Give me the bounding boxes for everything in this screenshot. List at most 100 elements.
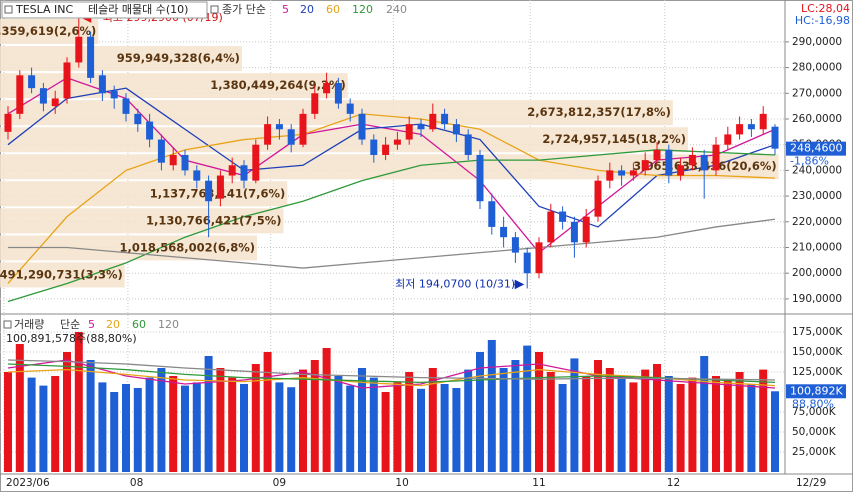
- y-tick-label: 290,0000: [792, 36, 842, 48]
- profile-label: 386,359,619(2,6%): [0, 24, 96, 38]
- candle-body: [193, 170, 201, 181]
- profile-bar: [0, 208, 284, 234]
- profile-label: 2,724,957,145(18,2%): [542, 132, 686, 146]
- candle-body: [346, 103, 354, 114]
- ma-line: [7, 359, 776, 381]
- price-tag: [786, 141, 846, 156]
- candle-body: [157, 139, 165, 163]
- candle-body: [169, 154, 177, 166]
- volume-tag-label: 100,892K: [790, 384, 843, 397]
- volume-bar: [582, 376, 591, 472]
- candle-body: [452, 124, 460, 135]
- volume-ma-label: 단순: [60, 318, 80, 331]
- candle-body: [523, 252, 531, 274]
- profile-label: 1,130,766,421(7,5%): [146, 213, 282, 227]
- y-tick-label: 50,000K: [792, 426, 837, 438]
- candle-body: [771, 126, 779, 149]
- volume-bar: [605, 368, 614, 472]
- volume-bar: [735, 372, 744, 472]
- candle-body: [747, 124, 755, 130]
- volume-bar: [747, 384, 756, 472]
- candle-body: [393, 139, 401, 145]
- profile-label: 491,290,731(3,3%): [0, 267, 123, 281]
- low-label: 최저 194,0700 (10/31): [395, 277, 515, 290]
- legend-marker: [3, 320, 12, 329]
- chart-title: TESLA INC: [15, 3, 74, 16]
- profile-bar: [0, 262, 125, 288]
- candle-body: [216, 175, 224, 199]
- volume-bar: [51, 376, 60, 472]
- volume-bar: [653, 364, 661, 472]
- candle-body: [429, 113, 437, 130]
- volume-bar: [452, 388, 461, 472]
- x-tick-label: 12: [667, 477, 680, 489]
- candle-body: [323, 83, 331, 94]
- candle-body: [759, 113, 767, 130]
- candle-body: [629, 170, 637, 176]
- candle-body: [488, 201, 496, 227]
- volume-bar: [759, 369, 768, 472]
- volume-bar: [535, 352, 543, 472]
- y-tick-label: 25,000K: [792, 446, 837, 458]
- candle-body: [535, 242, 543, 274]
- candle-body: [299, 113, 307, 145]
- volume-bar: [617, 377, 626, 472]
- volume-bar: [204, 356, 213, 472]
- legend-entry: 5: [282, 3, 289, 16]
- candle-body: [87, 36, 95, 78]
- x-tick-label: 08: [130, 477, 143, 489]
- profile-label: 2,673,812,357(17,8%): [527, 105, 671, 119]
- legend-entry: 120: [158, 318, 179, 331]
- y-tick-label: 270,0000: [792, 87, 842, 99]
- x-tick-label: 09: [273, 477, 286, 489]
- volume-bar: [723, 380, 732, 472]
- candle-body: [146, 121, 154, 140]
- legend-entry: 20: [300, 3, 314, 16]
- candle-body: [51, 98, 59, 107]
- volume-bar: [98, 382, 107, 472]
- profile-bar: [0, 100, 673, 126]
- volume-bar: [570, 358, 579, 472]
- y-tick-label: 220,0000: [792, 216, 842, 228]
- x-tick-label: 12/29: [796, 477, 826, 489]
- candle-body: [724, 134, 732, 145]
- candle-body: [441, 113, 449, 125]
- ma-line: [7, 113, 776, 284]
- candle-body: [606, 170, 614, 181]
- y-tick-label: 190,0000: [792, 293, 842, 305]
- volume-bar: [4, 372, 12, 472]
- volume-bar: [63, 352, 71, 472]
- change-label: -1,86%: [790, 155, 829, 168]
- legend-marker: [4, 5, 13, 14]
- y-tick-label: 280,0000: [792, 62, 842, 74]
- candle-body: [311, 93, 319, 114]
- candle-body: [28, 75, 36, 89]
- candle-body: [417, 124, 425, 130]
- volume-bar: [358, 368, 366, 472]
- candle-body: [134, 113, 142, 125]
- volume-bar: [629, 382, 638, 472]
- candle-body: [98, 75, 106, 94]
- candle-body: [122, 98, 130, 114]
- background-layer: [0, 0, 785, 474]
- y-tick-label: 260,0000: [792, 113, 842, 125]
- volume-bar: [664, 376, 673, 472]
- candle-body: [677, 165, 685, 176]
- volume-bar: [15, 344, 24, 472]
- candle-body: [63, 62, 71, 99]
- x-tick-label: 2023/06: [6, 477, 50, 489]
- volume-bar: [27, 377, 36, 472]
- candle-body: [370, 139, 378, 155]
- candle-body: [582, 216, 590, 243]
- candle-body: [641, 160, 649, 171]
- volume-bar: [263, 352, 272, 472]
- volume-bar: [192, 382, 201, 472]
- profile-label: 1,380,449,264(9,2%): [210, 78, 346, 92]
- candle-body: [4, 113, 12, 132]
- volume-bar: [110, 392, 119, 472]
- profile-label: 959,949,328(6,4%): [117, 51, 240, 65]
- y-tick-label: 150,000K: [792, 346, 843, 358]
- volume-bar: [405, 372, 414, 472]
